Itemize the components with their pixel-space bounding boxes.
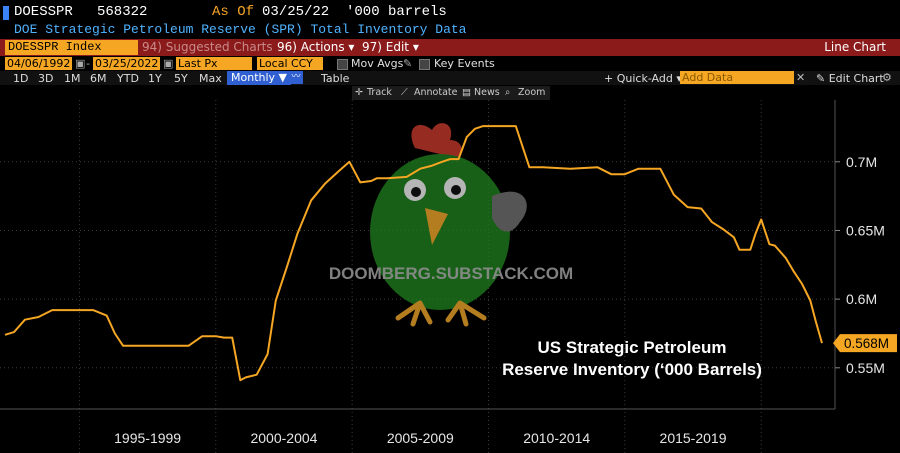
track-tool[interactable]: Track <box>367 87 392 98</box>
chart-toolbar: DOESSPR Index 94) Suggested Charts 96) A… <box>0 39 900 56</box>
last-value: 568322 <box>97 4 148 20</box>
annotation-line-1: US Strategic Petroleum <box>538 338 727 357</box>
zoom-icon[interactable]: ⌕ <box>505 87 511 98</box>
y-tick-label: 0.6M <box>846 291 877 307</box>
y-tick-label: 0.65M <box>846 222 885 238</box>
last-value-tag: 0.568M <box>833 334 897 353</box>
table-button[interactable]: Table <box>321 72 350 85</box>
watermark-text: DOOMBERG.SUBSTACK.COM <box>329 264 573 283</box>
security-header: DOESSPR 568322 As Of 03/25/22 '000 barre… <box>0 4 900 22</box>
y-tick-label: 0.7M <box>846 154 877 170</box>
start-date-field[interactable]: 04/06/1992 <box>5 57 73 70</box>
range-1d[interactable]: 1D <box>13 72 29 85</box>
pencil-icon[interactable]: ✎ <box>403 57 413 70</box>
end-date-field[interactable]: 03/25/2022 <box>93 57 161 70</box>
last-value-pointer <box>833 334 897 353</box>
x-tick-label: 2010-2014 <box>523 430 590 446</box>
edit-menu[interactable]: 97) Edit ▾ <box>362 40 419 54</box>
mov-avgs-checkbox[interactable] <box>337 59 348 70</box>
range-ytd[interactable]: YTD <box>117 72 139 85</box>
annotation-line-2: Reserve Inventory (‘000 Barrels) <box>502 360 762 379</box>
add-data-input[interactable]: Add Data <box>680 71 794 84</box>
date-range-separator: - <box>86 57 90 70</box>
x-tick-label: 2005-2009 <box>387 430 454 446</box>
chart-tools-bar: ✛ Track ⟋ Annotate ▤ News ⌕ Zoom <box>352 86 550 100</box>
actions-menu[interactable]: 96) Actions ▾ <box>277 40 355 54</box>
key-events-checkbox[interactable] <box>419 59 430 70</box>
x-tick-label: 2015-2019 <box>660 430 727 446</box>
end-calendar-icon[interactable]: ▣ <box>163 57 174 70</box>
units-label: '000 barrels <box>346 4 447 20</box>
x-tick-label: 2000-2004 <box>250 430 317 446</box>
edit-chart-button[interactable]: ✎ Edit Chart <box>816 72 884 85</box>
security-marker <box>3 6 9 20</box>
x-axis: 1995-1999 2000-2004 2005-2009 2010-2014 2015… <box>114 430 727 446</box>
security-description: DOE Strategic Petroleum Reserve (SPR) To… <box>14 22 467 37</box>
price-field-select[interactable]: Last Px <box>176 57 252 70</box>
range-5y[interactable]: 5Y <box>174 72 188 85</box>
security-input[interactable]: DOESSPR Index <box>5 40 138 55</box>
start-calendar-icon[interactable]: ▣ <box>75 57 86 70</box>
annotate-icon[interactable]: ⟋ <box>401 87 408 98</box>
range-max[interactable]: Max <box>199 72 222 85</box>
ticker: DOESSPR <box>14 4 73 20</box>
doomberg-chicken-logo <box>370 123 527 327</box>
annotate-tool[interactable]: Annotate <box>414 87 458 98</box>
mov-avgs-label: Mov Avgs <box>351 57 404 70</box>
key-events-label: Key Events <box>434 57 495 70</box>
close-icon[interactable]: ✕ <box>796 71 806 84</box>
range-1y[interactable]: 1Y <box>148 72 162 85</box>
gear-icon[interactable]: ⚙ <box>882 71 892 84</box>
y-tick-label: 0.55M <box>846 360 885 376</box>
y-axis: 0.55M 0.6M 0.65M 0.7M <box>835 154 885 376</box>
range-1m[interactable]: 1M <box>64 72 81 85</box>
range-6m[interactable]: 6M <box>90 72 107 85</box>
track-icon[interactable]: ✛ <box>355 87 363 98</box>
security-description-row: DOE Strategic Petroleum Reserve (SPR) To… <box>0 22 900 38</box>
news-tool[interactable]: News <box>474 87 500 98</box>
last-value-label: 0.568M <box>844 336 889 351</box>
as-of-date: 03/25/22 <box>262 4 330 20</box>
news-icon[interactable]: ▤ <box>462 87 471 98</box>
range-3d[interactable]: 3D <box>38 72 54 85</box>
range-selector-row: 1D 3D 1M 6M YTD 1Y 5Y Max Monthly ▼ 〰 Ta… <box>0 71 900 85</box>
series-layer <box>4 125 823 382</box>
zoom-tool[interactable]: Zoom <box>518 87 546 98</box>
as-of-label: As Of <box>212 4 255 20</box>
chart-type-label[interactable]: Line Chart <box>824 40 886 54</box>
line-chart-icon[interactable]: 〰 <box>289 71 303 84</box>
x-tick-label: 1995-1999 <box>114 430 181 446</box>
chart-controls-row: 04/06/1992 ▣ - 03/25/2022 ▣ Last Px Loca… <box>0 57 900 71</box>
suggested-charts-button[interactable]: 94) Suggested Charts <box>142 40 273 54</box>
period-select[interactable]: Monthly ▼ <box>227 71 291 85</box>
series-line <box>4 125 823 382</box>
currency-select[interactable]: Local CCY <box>257 57 323 70</box>
quick-add-menu[interactable]: + Quick-Add ▾ <box>604 72 682 85</box>
